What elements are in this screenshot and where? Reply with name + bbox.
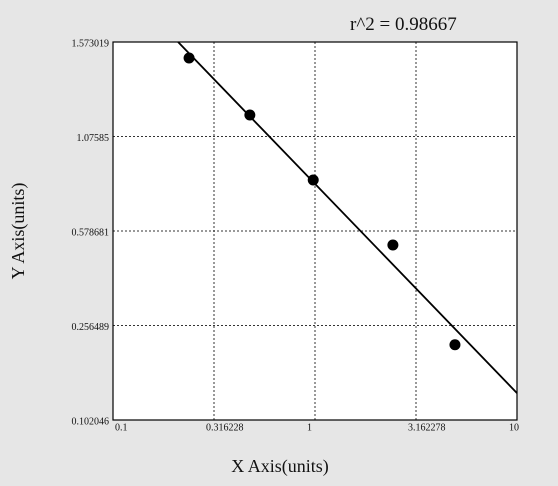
- y-tick-label: 1.573019: [72, 38, 110, 49]
- data-point: [449, 339, 461, 351]
- x-tick-label: 1: [307, 422, 312, 433]
- x-tick-label: 0.316228: [206, 422, 244, 433]
- data-point: [307, 174, 319, 186]
- data-point: [244, 109, 256, 121]
- x-axis-title: X Axis(units): [231, 456, 329, 477]
- annotation: r^2 = 0.98667: [350, 14, 457, 35]
- y-tick-label: 0.102046: [72, 416, 110, 427]
- data-point: [387, 239, 399, 251]
- x-tick-label: 10: [509, 422, 519, 433]
- data-point: [183, 52, 195, 64]
- y-tick-label: 1.07585: [77, 133, 110, 144]
- y-tick-label: 0.578681: [72, 227, 110, 238]
- plot-border: [112, 41, 518, 421]
- x-tick-label: 0.1: [115, 422, 128, 433]
- fit-line: [177, 41, 518, 394]
- y-tick-label: 0.256489: [72, 322, 110, 333]
- y-axis-title: Y Axis(units): [8, 183, 29, 280]
- x-tick-label: 3.162278: [408, 422, 446, 433]
